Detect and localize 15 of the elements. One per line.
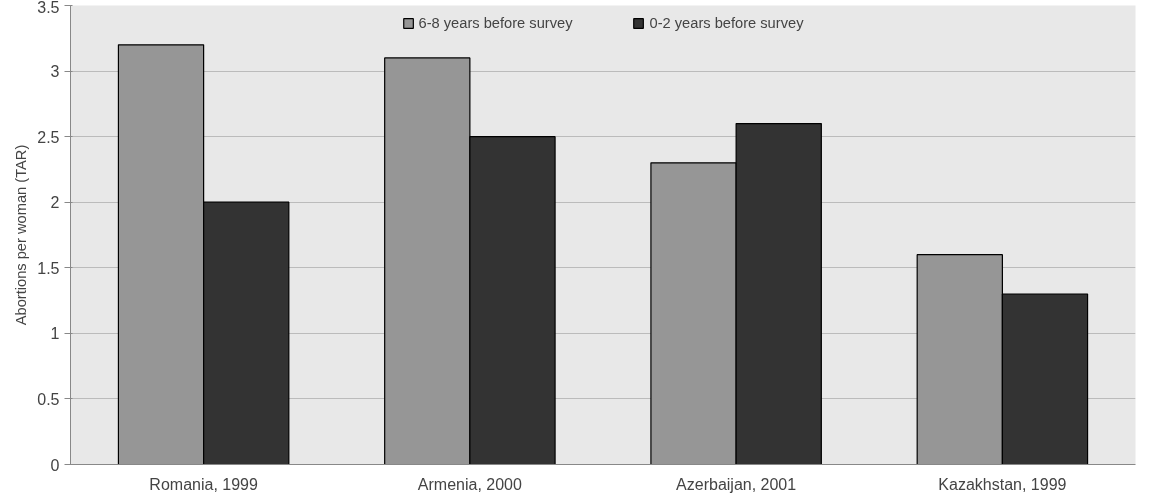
x-tick-label: Armenia, 2000 xyxy=(417,475,523,493)
y-tick-label: 1 xyxy=(50,325,60,343)
legend-label: 0-2 years before survey xyxy=(649,15,804,31)
x-tick-label: Romania, 1999 xyxy=(149,475,258,493)
y-tick-label: 2.5 xyxy=(37,128,60,146)
y-tick-label: 3.5 xyxy=(37,0,60,16)
y-tick-label: 0.5 xyxy=(37,390,60,408)
legend-label: 6-8 years before survey xyxy=(418,15,573,31)
x-tick-label: Azerbaijan, 2001 xyxy=(676,475,797,493)
y-axis-title: Abortions per woman (TAR) xyxy=(13,144,30,326)
y-tick-label: 1.5 xyxy=(37,259,60,277)
y-tick-label: 2 xyxy=(50,194,60,212)
y-tick-label: 3 xyxy=(50,63,60,81)
x-tick-label: Kazakhstan, 1999 xyxy=(938,475,1067,493)
y-tick-label: 0 xyxy=(50,456,60,474)
